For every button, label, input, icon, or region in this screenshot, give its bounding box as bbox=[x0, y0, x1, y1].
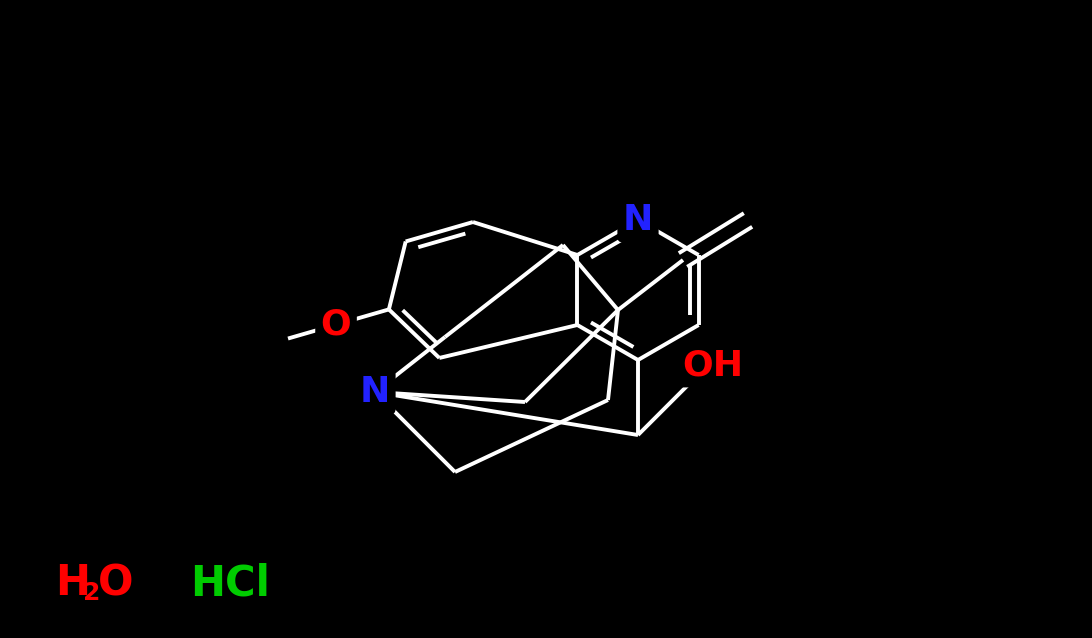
Text: O: O bbox=[98, 562, 133, 604]
Text: H: H bbox=[55, 562, 90, 604]
Text: HCl: HCl bbox=[190, 562, 270, 604]
Text: OH: OH bbox=[682, 348, 744, 382]
Text: N: N bbox=[359, 375, 390, 409]
Text: O: O bbox=[321, 308, 352, 342]
Text: N: N bbox=[622, 203, 653, 237]
Text: 2: 2 bbox=[83, 581, 100, 605]
